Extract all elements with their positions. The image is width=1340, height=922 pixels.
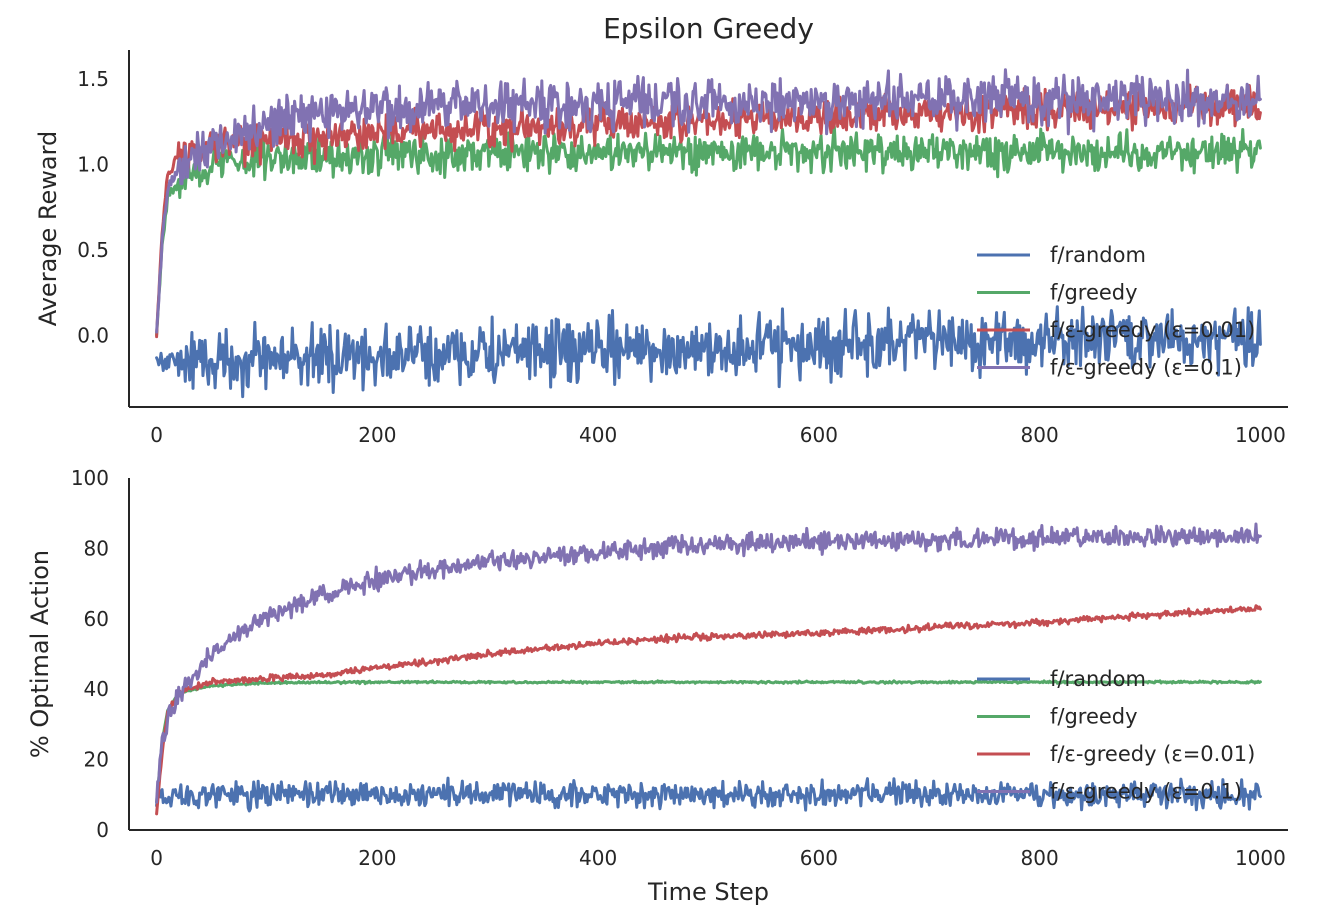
y-tick-label: 1.0 bbox=[77, 152, 109, 176]
y-tick-label: 100 bbox=[71, 466, 109, 490]
y-tick-label: 1.5 bbox=[77, 67, 109, 91]
series-line-eps-0-1 bbox=[155, 522, 1262, 804]
series-line-eps-0-01 bbox=[155, 604, 1262, 816]
x-tick-label: 200 bbox=[358, 846, 396, 870]
x-tick-label: 400 bbox=[579, 846, 617, 870]
x-tick-label: 600 bbox=[800, 846, 838, 870]
series-line-random bbox=[155, 305, 1262, 399]
legend-label: f/ε-greedy (ε=0.1) bbox=[1050, 780, 1242, 804]
legend-label: f/ε-greedy (ε=0.01) bbox=[1050, 318, 1255, 342]
x-tick-label: 600 bbox=[800, 423, 838, 447]
legend: f/random f/greedy f/ε-greedy (ε=0.01) f/ε-g… bbox=[977, 243, 1255, 380]
x-tick-label: 200 bbox=[358, 423, 396, 447]
x-tick-label: 0 bbox=[150, 423, 163, 447]
series-line-greedy bbox=[155, 679, 1262, 804]
legend-label: f/random bbox=[1050, 667, 1146, 691]
optimal-action-panel: 0 200 400 600 800 1000 0 20 40 60 80 100 % Optimal A… bbox=[26, 466, 1288, 906]
legend-label: f/greedy bbox=[1050, 281, 1138, 305]
series-line-greedy bbox=[155, 124, 1262, 337]
series-line-random bbox=[155, 776, 1262, 813]
y-tick-label: 0 bbox=[96, 818, 109, 842]
x-axis-label: Time Step bbox=[647, 878, 769, 906]
x-tick-label: 800 bbox=[1021, 846, 1059, 870]
y-tick-label: 0.5 bbox=[77, 238, 109, 262]
legend-label: f/random bbox=[1050, 243, 1146, 267]
y-tick-label: 60 bbox=[84, 607, 109, 631]
y-axis-label: Average Reward bbox=[34, 131, 62, 327]
y-tick-label: 40 bbox=[84, 677, 109, 701]
chart-title: Epsilon Greedy bbox=[603, 12, 814, 45]
y-tick-label: 0.0 bbox=[77, 323, 109, 347]
legend-label: f/ε-greedy (ε=0.01) bbox=[1050, 742, 1255, 766]
legend-label: f/greedy bbox=[1050, 705, 1138, 729]
series-line-eps-0-1 bbox=[155, 68, 1262, 334]
x-tick-label: 1000 bbox=[1235, 423, 1286, 447]
x-tick-label: 0 bbox=[150, 846, 163, 870]
x-tick-label: 400 bbox=[579, 423, 617, 447]
legend-label: f/ε-greedy (ε=0.1) bbox=[1050, 356, 1242, 380]
y-tick-label: 80 bbox=[84, 536, 109, 560]
x-tick-label: 800 bbox=[1021, 423, 1059, 447]
legend: f/random f/greedy f/ε-greedy (ε=0.01) f/ε-g… bbox=[977, 667, 1255, 804]
y-tick-label: 20 bbox=[84, 748, 109, 772]
average-reward-panel: Epsilon Greedy 0 200 400 600 800 1000 0.0 0.5 1.0… bbox=[34, 12, 1288, 447]
x-tick-label: 1000 bbox=[1235, 846, 1286, 870]
y-axis-label: % Optimal Action bbox=[26, 550, 54, 758]
